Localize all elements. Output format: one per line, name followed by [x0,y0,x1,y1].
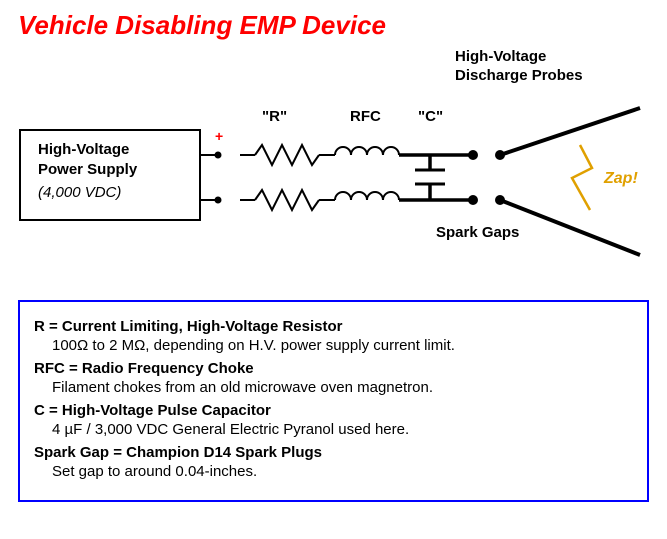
legend-c-sub: 4 µF / 3,000 VDC General Electric Pyrano… [52,421,633,438]
probe-top [500,108,640,155]
psu-node-bot [215,197,222,204]
legend-r-title: R = Current Limiting, High-Voltage Resis… [34,318,633,335]
rfc-bot [335,192,399,200]
psu-node-top [215,152,222,159]
psu-l1: High-Voltage [38,140,137,160]
sg-node-bot [468,195,478,205]
resistor-bot [255,190,319,210]
legend-r-sub: 100Ω to 2 MΩ, depending on H.V. power su… [52,337,633,354]
psu-l3: (4,000 VDC) [38,183,137,203]
spark-gaps-label: Spark Gaps [436,224,519,241]
legend-rfc-title: RFC = Radio Frequency Choke [34,360,633,377]
zap-text: Zap! [604,170,638,188]
resistor-top [255,145,319,165]
psu-text: High-Voltage Power Supply (4,000 VDC) [38,140,137,203]
zap-zigzag [572,145,592,210]
rfc-top [335,147,399,155]
probe-bot [500,200,640,255]
psu-l2: Power Supply [38,160,137,180]
legend-box: R = Current Limiting, High-Voltage Resis… [18,300,649,502]
legend-c-title: C = High-Voltage Pulse Capacitor [34,402,633,419]
legend-rfc-sub: Filament chokes from an old microwave ov… [52,379,633,396]
legend-sg-title: Spark Gap = Champion D14 Spark Plugs [34,444,633,461]
plus-sign: + [215,128,223,144]
legend-sg-sub: Set gap to around 0.04-inches. [52,463,633,480]
sg-node-top [468,150,478,160]
